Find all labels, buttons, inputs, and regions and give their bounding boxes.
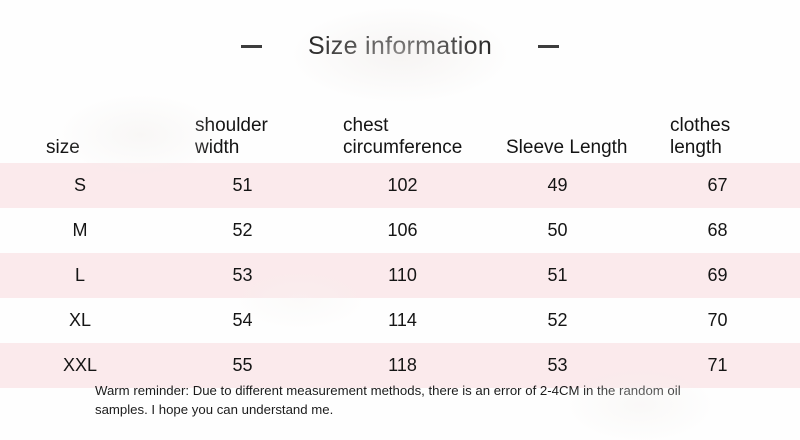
cell-size: XXL: [62, 355, 98, 375]
cell-shoulder-width: 55: [232, 355, 253, 375]
cell-chest-circumference: 102: [387, 175, 418, 195]
cell-chest-circumference: 118: [388, 355, 417, 375]
cell-size: L: [74, 265, 85, 285]
cell-shoulder-width: 53: [232, 265, 253, 285]
column-header-clothes-length: clothes length: [670, 114, 731, 158]
cell-chest-circumference: 106: [387, 220, 418, 240]
cell-sleeve-length: 53: [547, 355, 568, 375]
table-row: XL 54 114 52 70: [0, 298, 800, 343]
cell-clothes-length: 69: [707, 265, 728, 285]
cell-chest-circumference: 110: [388, 265, 417, 285]
page-title: Size information: [307, 31, 493, 60]
cell-clothes-length: 68: [707, 220, 728, 240]
cell-sleeve-length: 51: [547, 265, 568, 285]
cell-clothes-length: 71: [707, 355, 728, 375]
column-header-chest-circumference: chest circumference: [343, 114, 463, 158]
cell-clothes-length: 70: [707, 310, 728, 330]
column-header-size: size: [46, 136, 80, 158]
cell-sleeve-length: 52: [547, 310, 568, 330]
page-title-block: Size information: [0, 26, 800, 66]
table-row: L 53 110 51 69: [0, 253, 800, 298]
title-left-dash-icon: [240, 44, 262, 48]
table-header-row: size shoulder width chest circumference …: [0, 96, 800, 163]
table-row: M 52 106 50 68: [0, 208, 800, 253]
column-header-shoulder-width: shoulder width: [195, 114, 268, 158]
cell-size: M: [72, 220, 88, 240]
cell-shoulder-width: 54: [232, 310, 253, 330]
cell-clothes-length: 67: [707, 175, 728, 195]
size-information-table: size shoulder width chest circumference …: [0, 96, 800, 388]
cell-size: XL: [68, 310, 92, 330]
cell-size: S: [73, 175, 86, 195]
column-header-sleeve-length: Sleeve Length: [506, 136, 628, 158]
cell-chest-circumference: 114: [388, 310, 417, 330]
cell-sleeve-length: 49: [547, 175, 568, 195]
cell-sleeve-length: 50: [547, 220, 568, 240]
cell-shoulder-width: 52: [232, 220, 253, 240]
cell-shoulder-width: 51: [232, 175, 253, 195]
warm-reminder-note: Warm reminder: Due to different measurem…: [95, 383, 681, 417]
title-right-dash-icon: [538, 44, 560, 48]
table-row: S 51 102 49 67: [0, 163, 800, 208]
